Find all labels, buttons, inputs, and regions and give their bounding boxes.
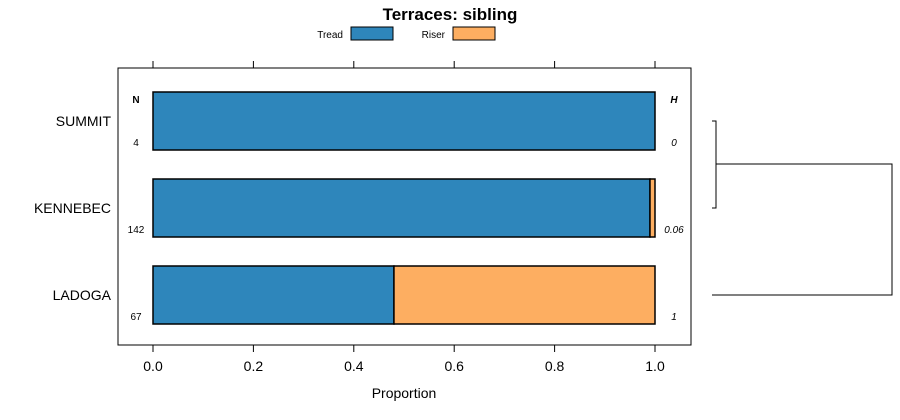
h-value: 0.06: [664, 225, 684, 236]
n-value: 4: [133, 138, 139, 149]
category-label: KENNEBEC: [34, 200, 111, 216]
h-header: H: [670, 95, 678, 106]
category-label: LADOGA: [53, 287, 112, 303]
h-value: 1: [671, 312, 677, 323]
x-tick-label: 1.0: [645, 358, 665, 374]
bar-summit-tread: [152, 91, 656, 151]
n-header: N: [132, 95, 139, 106]
chart-title: Terraces: sibling: [383, 5, 518, 24]
bars: [152, 91, 656, 325]
top-axis: [152, 61, 656, 68]
x-axis-title: Proportion: [372, 385, 437, 401]
x-tick-label: 0.4: [344, 358, 364, 374]
x-tick-label: 0.8: [545, 358, 565, 374]
x-axis: 0.0 0.2 0.4 0.6 0.8 1.0: [143, 345, 665, 374]
category-labels: SUMMIT KENNEBEC LADOGA: [34, 113, 112, 303]
annotations: 4 0 142 0.06 67 1: [128, 138, 685, 323]
bar-kennebec-riser: [649, 178, 656, 238]
legend-swatch-riser: [452, 26, 496, 41]
legend-swatch-tread: [350, 26, 394, 41]
legend: Tread Riser: [317, 26, 496, 41]
category-label: SUMMIT: [56, 113, 112, 129]
bar-kennebec-tread: [152, 178, 651, 238]
dendrogram: [712, 120, 893, 296]
n-value: 67: [130, 312, 142, 323]
x-tick-label: 0.0: [143, 358, 163, 374]
x-tick-label: 0.2: [244, 358, 264, 374]
x-tick-label: 0.6: [444, 358, 464, 374]
bar-ladoga-riser: [393, 265, 656, 325]
n-value: 142: [128, 225, 145, 236]
legend-label-tread: Tread: [317, 30, 343, 41]
bar-ladoga-tread: [152, 265, 395, 325]
plot-frame: [117, 67, 692, 346]
legend-label-riser: Riser: [422, 30, 446, 41]
dendrogram-branches: [712, 120, 893, 296]
h-value: 0: [671, 138, 677, 149]
